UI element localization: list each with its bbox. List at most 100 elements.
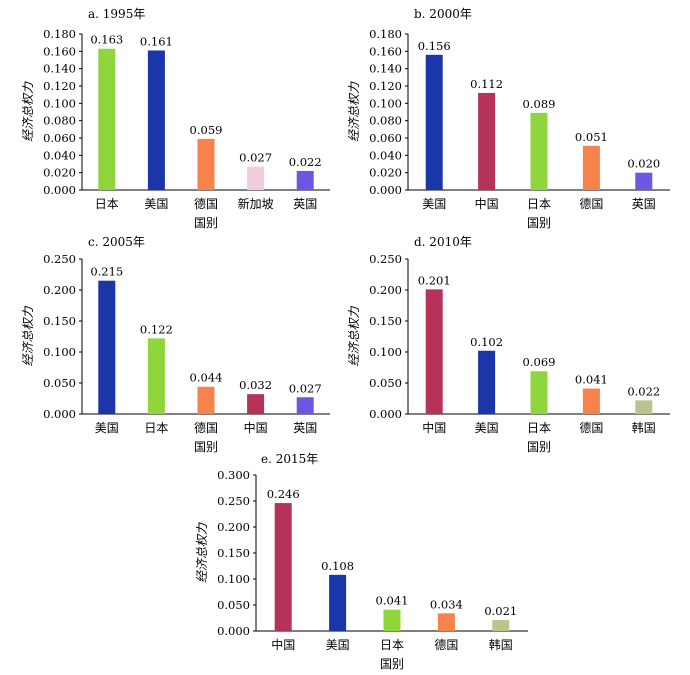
x-tick-label: 日本 (95, 197, 119, 211)
bar (383, 609, 401, 631)
bar-value-label: 0.021 (484, 604, 517, 618)
x-tick-label: 德国 (579, 196, 603, 211)
x-tick-label: 日本 (527, 421, 551, 435)
x-tick-label: 日本 (380, 638, 404, 652)
x-tick-label: 新加坡 (238, 196, 274, 211)
bar (197, 138, 215, 190)
y-tick-label: 0.020 (369, 166, 402, 180)
bar-value-label: 0.022 (627, 384, 660, 398)
y-tick-label: 0.100 (217, 572, 250, 586)
bar-value-label: 0.020 (627, 157, 660, 171)
y-tick-label: 0.000 (369, 183, 402, 197)
y-tick-label: 0.000 (217, 624, 250, 638)
bar (98, 48, 116, 190)
y-tick-label: 0.100 (369, 96, 402, 110)
bar-value-label: 0.034 (430, 597, 463, 611)
x-tick-label: 德国 (434, 637, 458, 652)
x-tick-label: 英国 (293, 197, 317, 211)
bar-value-label: 0.044 (190, 371, 223, 385)
panel-title: c. 2005年 (88, 235, 145, 249)
bar-value-label: 0.041 (376, 594, 409, 608)
y-axis-label: 经济总权力 (21, 81, 35, 142)
y-axis-label: 经济总权力 (347, 306, 361, 367)
panel-title: b. 2000年 (414, 7, 472, 21)
x-tick-label: 中国 (422, 420, 446, 435)
bar-value-label: 0.051 (575, 130, 608, 144)
bar-value-label: 0.041 (575, 373, 608, 387)
bar (635, 172, 653, 190)
x-tick-label: 韩国 (632, 420, 656, 435)
bar (247, 166, 265, 190)
y-tick-label: 0.020 (43, 166, 76, 180)
bar-value-label: 0.027 (289, 381, 322, 395)
x-tick-label: 美国 (95, 421, 119, 435)
bar (635, 400, 653, 414)
y-tick-label: 0.140 (369, 62, 402, 76)
y-tick-label: 0.250 (217, 494, 250, 508)
x-tick-label: 英国 (632, 197, 656, 211)
x-tick-label: 美国 (326, 638, 350, 652)
y-tick-label: 0.250 (369, 252, 402, 266)
x-axis-label: 国别 (380, 657, 404, 671)
bar (425, 289, 443, 414)
y-tick-label: 0.100 (43, 96, 76, 110)
bar (437, 613, 455, 631)
bar-value-label: 0.122 (140, 322, 173, 336)
y-tick-label: 0.160 (369, 44, 402, 58)
y-tick-label: 0.000 (369, 407, 402, 421)
y-tick-label: 0.050 (217, 598, 250, 612)
x-axis-label: 国别 (527, 216, 551, 230)
x-axis-label: 国别 (194, 440, 218, 454)
y-tick-label: 0.200 (43, 283, 76, 297)
y-tick-label: 0.150 (43, 314, 76, 328)
bar-value-label: 0.108 (321, 559, 354, 573)
y-tick-label: 0.300 (217, 468, 250, 482)
bar-value-label: 0.112 (470, 77, 503, 91)
bar (296, 170, 314, 190)
y-tick-label: 0.100 (369, 345, 402, 359)
y-axis-label: 经济总权力 (195, 522, 209, 583)
bar-value-label: 0.022 (289, 155, 322, 169)
panel-title: a. 1995年 (88, 7, 145, 21)
y-tick-label: 0.040 (369, 148, 402, 162)
y-tick-label: 0.080 (43, 114, 76, 128)
y-tick-label: 0.060 (369, 131, 402, 145)
x-tick-label: 德国 (579, 420, 603, 435)
bar-value-label: 0.161 (140, 34, 173, 48)
bar (98, 280, 116, 414)
y-axis-label: 经济总权力 (21, 306, 35, 367)
bar (478, 92, 496, 190)
bar (197, 386, 215, 414)
bar-value-label: 0.102 (470, 335, 503, 349)
y-tick-label: 0.050 (369, 376, 402, 390)
x-tick-label: 德国 (194, 196, 218, 211)
bar (147, 338, 165, 414)
bar (247, 394, 265, 414)
bar (147, 50, 165, 190)
y-tick-label: 0.120 (369, 79, 402, 93)
y-tick-label: 0.050 (43, 376, 76, 390)
bar-value-label: 0.059 (190, 123, 223, 137)
bar-value-label: 0.215 (90, 265, 123, 279)
x-tick-label: 日本 (144, 421, 168, 435)
panel-title: e. 2015年 (261, 452, 318, 466)
bar-value-label: 0.156 (418, 39, 451, 53)
bar (492, 620, 510, 631)
y-tick-label: 0.150 (217, 546, 250, 560)
bar (478, 350, 496, 414)
panel-title: d. 2010年 (414, 235, 472, 249)
y-tick-label: 0.000 (43, 407, 76, 421)
y-tick-label: 0.160 (43, 44, 76, 58)
y-tick-label: 0.140 (43, 62, 76, 76)
y-tick-label: 0.120 (43, 79, 76, 93)
x-tick-label: 美国 (475, 421, 499, 435)
bar (329, 574, 347, 631)
x-tick-label: 中国 (244, 420, 268, 435)
x-tick-label: 中国 (475, 196, 499, 211)
x-tick-label: 英国 (293, 421, 317, 435)
y-tick-label: 0.250 (43, 252, 76, 266)
x-axis-label: 国别 (194, 216, 218, 230)
bar (296, 397, 314, 414)
x-tick-label: 德国 (194, 420, 218, 435)
